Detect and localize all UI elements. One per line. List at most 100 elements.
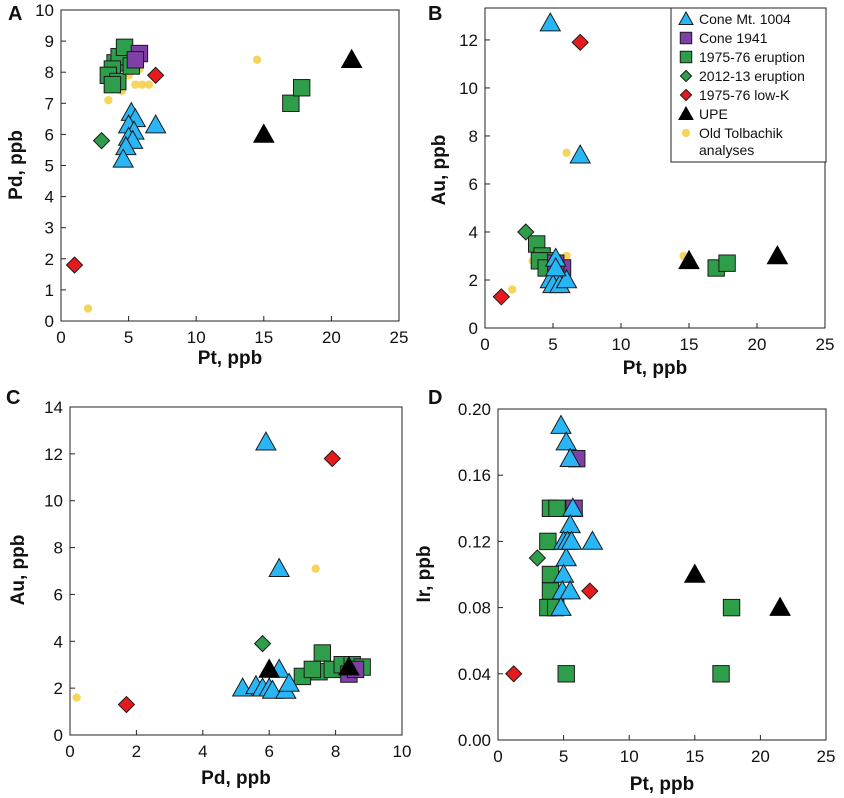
legend-label-low-k: 1975-76 low-K [699, 87, 790, 103]
point-D-1975-76-eruption-1 [539, 532, 557, 551]
y-tick-label: 10 [44, 492, 63, 511]
point-D-cone-mt-1004-1 [555, 431, 578, 451]
panel-B-frame [484, 7, 826, 329]
panel-A: A 0 5 10 15 20 25 0 1 2 3 4 5 6 7 8 9 10 Pt, ppb Pd, ppb [6, 1, 408, 369]
y-tick-label: 5 [45, 157, 54, 176]
x-tick-label: 10 [620, 747, 639, 766]
panel-B-marks [492, 12, 789, 306]
x-tick-label: 20 [751, 747, 770, 766]
y-tick-label: 0.20 [458, 400, 491, 419]
point-D-upe-0 [683, 563, 706, 583]
legend-label-1975-76-eruption: 1975-76 eruption [699, 49, 805, 65]
panel-C-xlabel: Pd, ppb [201, 768, 271, 789]
point-D-cone-mt-1004-7 [552, 563, 575, 583]
point-B-cone-mt-1004-1 [569, 144, 592, 164]
point-D-1975-76-low-k-0 [505, 665, 523, 683]
point-D-cone-mt-1004-11 [581, 530, 604, 550]
point-A-1975-76-eruption-6 [103, 75, 122, 94]
panel-A-ticks: 0 5 10 15 20 25 0 1 2 3 4 5 6 7 8 9 10 [35, 1, 408, 347]
x-tick-label: 0 [56, 328, 65, 347]
point-A-1975-76-low-k-0 [65, 256, 84, 274]
point-C-cone-mt-1004-6 [261, 679, 284, 699]
panel-D-xlabel: Pt, ppb [630, 774, 694, 795]
panel-A-marks [65, 38, 363, 313]
y-tick-label: 8 [54, 539, 63, 558]
panel-B-ticks: 0 5 10 15 20 25 0 2 4 6 8 10 12 [459, 31, 834, 354]
point-C-old-tolbachik-analyses-0 [72, 693, 81, 702]
point-C-1975-76-eruption-7 [303, 660, 322, 679]
point-D-cone-mt-1004-13 [560, 530, 583, 550]
y-tick-label: 1 [45, 281, 54, 300]
y-tick-label: 4 [469, 223, 478, 242]
panel-A-letter: A [8, 3, 22, 25]
point-D-1975-76-eruption-5 [548, 499, 566, 518]
legend-marker-upe [678, 105, 694, 120]
x-tick-label: 10 [393, 742, 412, 761]
point-C-cone-mt-1004-0 [255, 431, 277, 451]
point-A-cone-mt-1004-8 [144, 114, 167, 134]
panel-D-marks [505, 414, 791, 683]
y-tick-label: 3 [45, 219, 54, 238]
point-D-cone-mt-1004-9 [559, 580, 582, 600]
panel-B-letter: B [428, 3, 442, 25]
x-tick-label: 10 [612, 335, 631, 354]
point-A-2012-13-eruption-0 [92, 131, 111, 150]
point-B-old-tolbachik-analyses-0 [508, 285, 517, 294]
point-B-cone-mt-1004-0 [539, 12, 562, 32]
panel-A-ylabel: Pd, ppb [6, 130, 27, 200]
point-C-2012-13-eruption-0 [253, 634, 272, 653]
legend-label-old-tolbachik: Old Tolbachik [699, 125, 784, 141]
x-tick-label: 5 [548, 335, 557, 354]
point-A-old-tolbachik-analyses-4 [131, 80, 140, 89]
legend-label-upe: UPE [699, 106, 728, 122]
y-tick-label: 0.00 [458, 731, 491, 750]
y-tick-label: 10 [35, 1, 54, 20]
x-tick-label: 5 [124, 328, 133, 347]
point-B-1975-76-low-k-0 [492, 288, 511, 306]
y-tick-label: 14 [44, 398, 63, 417]
legend-marks [678, 10, 694, 138]
legend-label-cone-1004: Cone Mt. 1004 [699, 11, 791, 27]
x-tick-label: 4 [198, 742, 207, 761]
y-tick-label: 9 [45, 32, 54, 51]
legend-marker-old-tolbachik-analyses [681, 128, 691, 138]
point-D-1975-76-eruption-9 [722, 598, 741, 617]
legend-box [670, 7, 827, 163]
y-tick-label: 0.08 [458, 599, 491, 618]
point-A-old-tolbachik-analyses-0 [83, 304, 93, 313]
x-tick-label: 15 [254, 328, 273, 347]
point-C-upe-1 [338, 656, 360, 676]
y-tick-label: 4 [45, 188, 54, 207]
point-C-cone-mt-1004-9 [278, 672, 300, 692]
point-B-old-tolbachik-analyses-1 [562, 148, 571, 157]
legend-marker-1975-76-eruption [679, 50, 693, 64]
x-tick-label: 0 [65, 742, 74, 761]
point-B-1975-76-low-k-1 [571, 33, 589, 52]
y-tick-label: 2 [45, 250, 54, 269]
point-B-old-tolbachik-analyses-6 [562, 251, 571, 261]
y-tick-label: 6 [45, 125, 54, 144]
point-A-upe-0 [252, 123, 275, 143]
y-tick-label: 8 [45, 63, 54, 82]
point-B-upe-0 [678, 249, 700, 270]
y-tick-label: 0.04 [458, 665, 491, 684]
point-D-cone-mt-1004-6 [555, 546, 578, 567]
legend-label-analyses: analyses [699, 142, 754, 158]
point-A-1975-76-eruption-8 [292, 79, 311, 97]
panel-D: D 0 5 10 15 20 25 0.00 0.04 0.08 0.12 0.16 0.20 Pt,… [414, 387, 835, 795]
point-C-1975-76-low-k-0 [117, 695, 136, 714]
point-B-2012-13-eruption-0 [517, 223, 535, 241]
point-C-1975-76-eruption-1 [313, 644, 332, 662]
point-D-cone-mt-1004-4 [559, 513, 582, 534]
point-C-cone-mt-1004-1 [268, 557, 291, 577]
panel-C-letter: C [6, 387, 20, 409]
point-D-cone-mt-1004-0 [550, 414, 572, 434]
x-tick-label: 15 [680, 335, 699, 354]
y-tick-label: 4 [54, 632, 63, 651]
y-tick-label: 2 [469, 271, 478, 290]
y-tick-label: 8 [469, 127, 478, 146]
legend-marker-cone-mt-1004 [678, 10, 694, 25]
y-tick-label: 6 [469, 175, 478, 194]
y-tick-label: 2 [54, 679, 63, 698]
panel-B: B 0 5 10 15 20 25 0 2 4 6 8 10 12 Pt, ppb Au, ppb Co… [428, 3, 834, 379]
